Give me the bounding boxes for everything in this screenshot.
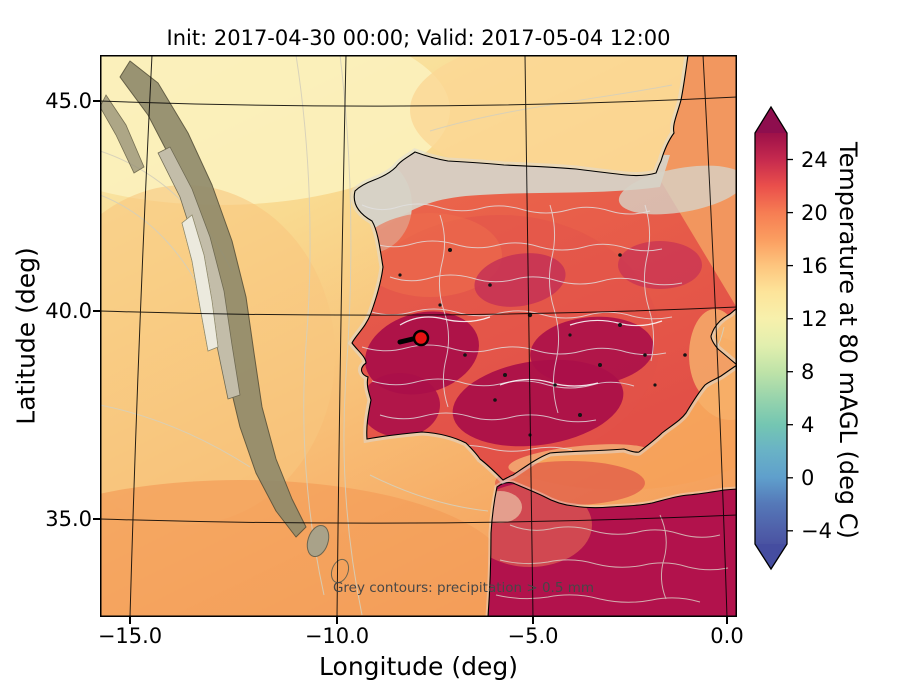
precip-contour-annotation: Grey contours: precipitation > 0.5 mm (332, 580, 595, 596)
colorbar-over-arrow (755, 107, 787, 133)
colorbar-tick-label: 24 (801, 148, 828, 172)
y-tick-label: 40.0 (45, 299, 92, 323)
colorbar-outline (754, 105, 788, 571)
colorbar-tickmarks (787, 158, 793, 532)
colorbar (752, 105, 798, 575)
colorbar-tick-label: 0 (801, 466, 815, 490)
x-tick-label: −10.0 (304, 624, 370, 648)
colorbar-tick-label: 12 (801, 307, 828, 331)
colorbar-tick-label: 20 (801, 201, 828, 225)
colorbar-gradient (755, 133, 787, 544)
terrain-speckles (398, 248, 687, 437)
graticule-gridlines (99, 54, 738, 618)
colorbar-tick-label: 16 (801, 254, 828, 278)
y-tick-label: 45.0 (45, 89, 92, 113)
x-tick-label: −15.0 (97, 624, 163, 648)
colorbar-under-arrow (755, 544, 787, 569)
x-tick-label: 0.0 (710, 624, 744, 648)
colorbar-tick-label: 4 (801, 413, 815, 437)
plot-title: Init: 2017-04-30 00:00; Valid: 2017-05-0… (166, 26, 671, 50)
precipitation-contour-band (99, 60, 350, 584)
colorbar-tick-label: 8 (801, 360, 815, 384)
colorbar-canvas (754, 105, 793, 571)
plot-frame (100, 55, 737, 617)
x-tick-label: −5.0 (507, 624, 559, 648)
iberia-landmass (328, 55, 737, 481)
x-axis-label: Longitude (deg) (319, 652, 518, 681)
y-tickmark (93, 310, 100, 312)
x-tickmark (336, 617, 338, 624)
y-tickmark (93, 518, 100, 520)
colorbar-tick-label: −4 (801, 519, 832, 543)
map-plot-area (0, 15, 790, 670)
station-marker (397, 329, 430, 347)
colorbar-label: Temperature at 80 mAGL (deg C) (834, 141, 862, 539)
y-tickmark (93, 100, 100, 102)
y-tick-label: 35.0 (45, 507, 92, 531)
map-canvas (0, 15, 790, 670)
land-contour-highlights (399, 316, 663, 387)
x-tickmark (726, 617, 728, 624)
x-tickmark (532, 617, 534, 624)
y-axis-label: Latitude (deg) (11, 247, 41, 425)
x-tickmark (129, 617, 131, 624)
